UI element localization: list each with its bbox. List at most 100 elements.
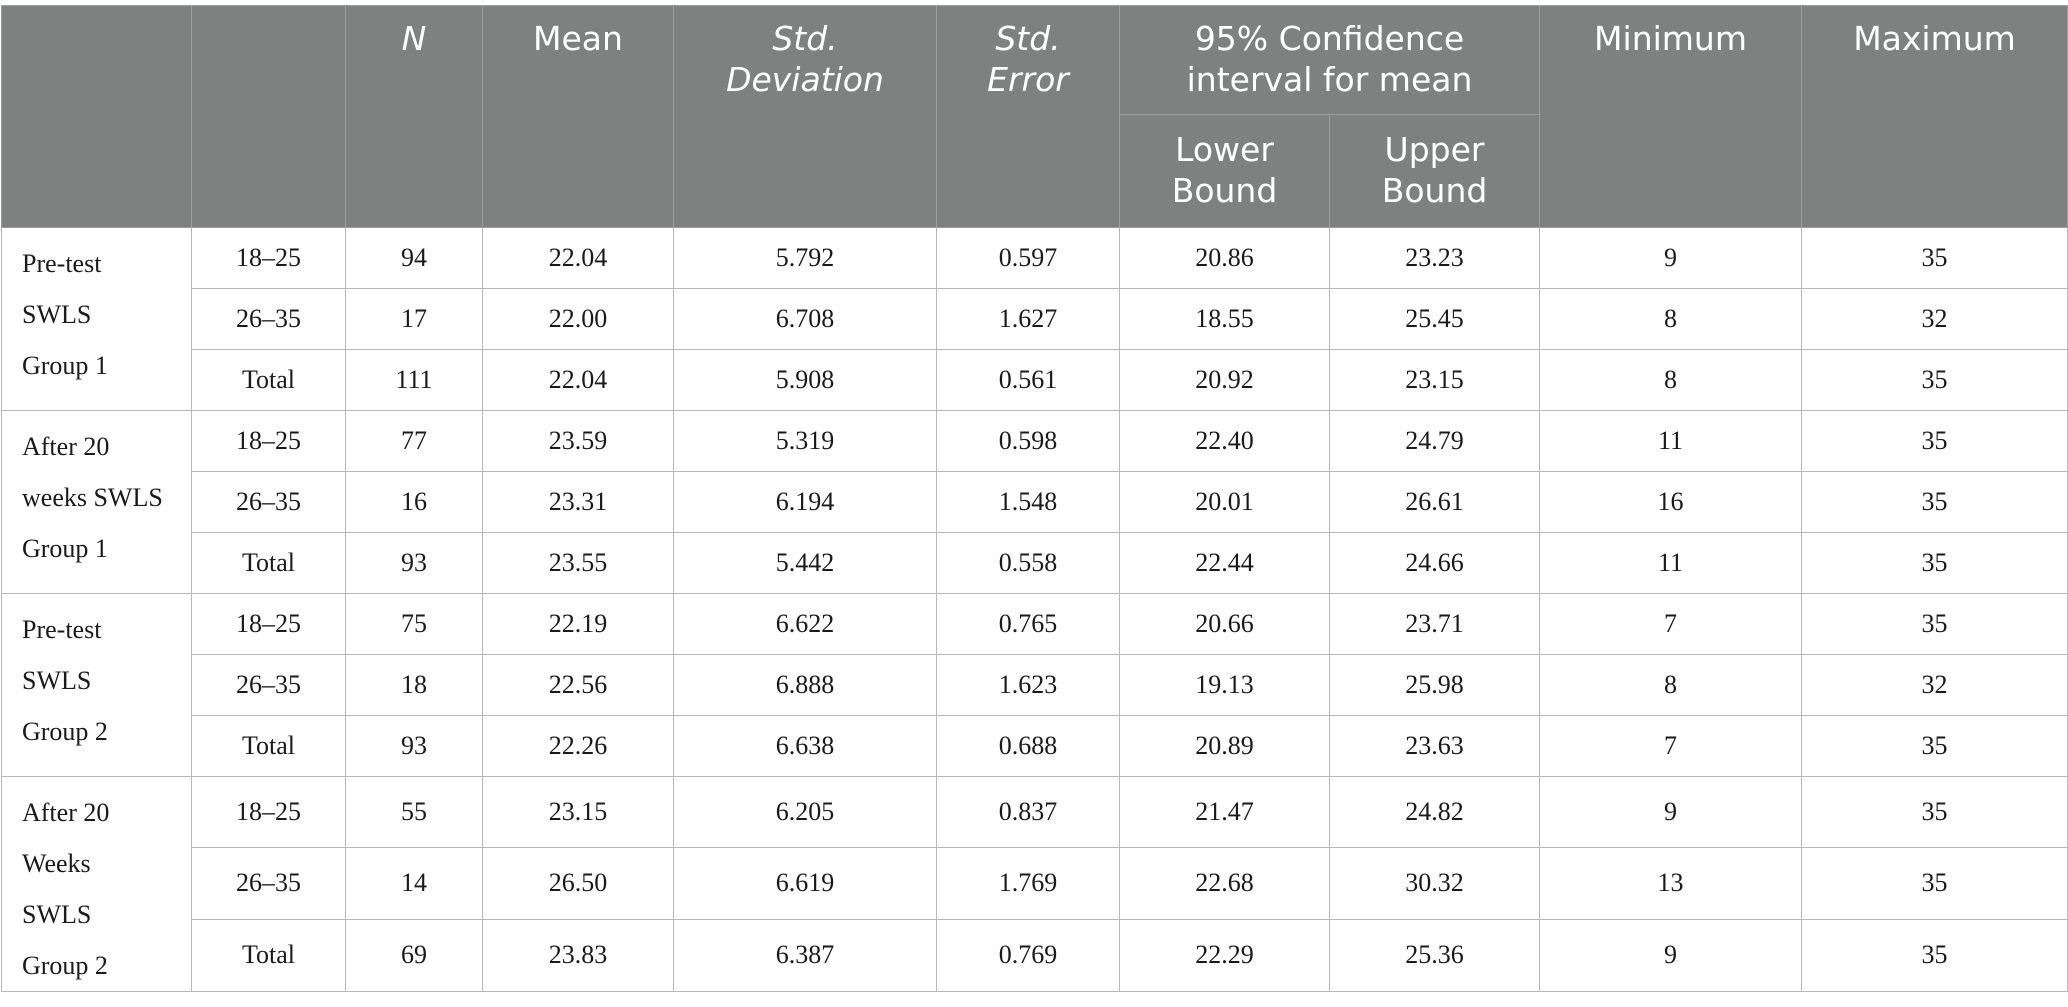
header-maximum: Maximum [1802,6,2068,228]
header-upper-line-1: Upper [1385,130,1485,169]
max-cell: 35 [1802,411,2068,472]
table-row: 26–35 16 23.31 6.194 1.548 20.01 26.61 1… [2,472,2068,533]
max-cell: 35 [1802,533,2068,594]
header-lower-line-2: Bound [1172,171,1278,210]
se-cell: 0.598 [937,411,1120,472]
header-upper-bound: Upper Bound [1330,115,1540,228]
min-cell: 8 [1540,655,1802,716]
sd-cell: 5.442 [674,533,937,594]
n-cell: 93 [346,533,483,594]
header-ci-line-2: interval for mean [1187,60,1473,99]
header-std-deviation-line-2: Deviation [726,60,884,99]
lower-cell: 22.29 [1120,919,1330,991]
age-cell: Total [192,350,346,411]
lower-cell: 22.68 [1120,848,1330,919]
upper-cell: 30.32 [1330,848,1540,919]
upper-cell: 25.98 [1330,655,1540,716]
table-row: Total 69 23.83 6.387 0.769 22.29 25.36 9… [2,919,2068,991]
se-cell: 0.769 [937,919,1120,991]
sd-cell: 5.908 [674,350,937,411]
table-row: Pre-test SWLS Group 2 18–25 75 22.19 6.6… [2,594,2068,655]
max-cell: 35 [1802,594,2068,655]
header-std-error-line-1: Std. [995,19,1060,58]
mean-cell: 22.04 [483,350,674,411]
n-cell: 77 [346,411,483,472]
sd-cell: 6.387 [674,919,937,991]
group-label-line: After 20 [22,421,183,472]
group-label: After 20 Weeks SWLS Group 2 [2,777,192,992]
upper-cell: 25.36 [1330,919,1540,991]
age-cell: Total [192,919,346,991]
header-lower-line-1: Lower [1175,130,1274,169]
group-label-line: weeks SWLS [22,472,183,523]
sd-cell: 6.619 [674,848,937,919]
mean-cell: 23.83 [483,919,674,991]
min-cell: 8 [1540,289,1802,350]
header-group-blank [2,6,192,228]
se-cell: 1.548 [937,472,1120,533]
age-cell: 18–25 [192,777,346,848]
group-label-line: SWLS [22,289,183,340]
min-cell: 16 [1540,472,1802,533]
max-cell: 35 [1802,350,2068,411]
min-cell: 8 [1540,350,1802,411]
n-cell: 94 [346,228,483,289]
group-label-line: Weeks [22,838,183,889]
min-cell: 9 [1540,777,1802,848]
mean-cell: 23.15 [483,777,674,848]
header-confidence-interval: 95% Confidence interval for mean [1120,6,1540,115]
se-cell: 0.688 [937,716,1120,777]
header-age-blank [192,6,346,228]
header-row-1: N Mean Std. Deviation Std. Error 95% Con… [2,6,2068,115]
max-cell: 35 [1802,716,2068,777]
max-cell: 35 [1802,848,2068,919]
mean-cell: 22.56 [483,655,674,716]
age-cell: Total [192,716,346,777]
se-cell: 0.561 [937,350,1120,411]
descriptive-statistics-table: N Mean Std. Deviation Std. Error 95% Con… [1,5,2068,992]
se-cell: 0.837 [937,777,1120,848]
n-cell: 18 [346,655,483,716]
lower-cell: 20.89 [1120,716,1330,777]
lower-cell: 19.13 [1120,655,1330,716]
upper-cell: 24.79 [1330,411,1540,472]
sd-cell: 6.888 [674,655,937,716]
n-cell: 69 [346,919,483,991]
min-cell: 13 [1540,848,1802,919]
header-mean: Mean [483,6,674,228]
group-label-line: Group 1 [22,523,183,574]
max-cell: 35 [1802,777,2068,848]
lower-cell: 22.40 [1120,411,1330,472]
upper-cell: 26.61 [1330,472,1540,533]
n-cell: 111 [346,350,483,411]
upper-cell: 23.15 [1330,350,1540,411]
group-label-line: After 20 [22,787,183,838]
sd-cell: 6.194 [674,472,937,533]
mean-cell: 23.59 [483,411,674,472]
age-cell: Total [192,533,346,594]
n-cell: 55 [346,777,483,848]
min-cell: 11 [1540,533,1802,594]
se-cell: 0.558 [937,533,1120,594]
table-row: 26–35 14 26.50 6.619 1.769 22.68 30.32 1… [2,848,2068,919]
header-std-error: Std. Error [937,6,1120,228]
upper-cell: 24.66 [1330,533,1540,594]
max-cell: 32 [1802,289,2068,350]
group-label: Pre-test SWLS Group 1 [2,228,192,411]
se-cell: 1.623 [937,655,1120,716]
mean-cell: 22.26 [483,716,674,777]
table-row: Pre-test SWLS Group 1 18–25 94 22.04 5.7… [2,228,2068,289]
se-cell: 0.597 [937,228,1120,289]
upper-cell: 24.82 [1330,777,1540,848]
table-row: After 20 weeks SWLS Group 1 18–25 77 23.… [2,411,2068,472]
lower-cell: 22.44 [1120,533,1330,594]
max-cell: 35 [1802,228,2068,289]
upper-cell: 23.23 [1330,228,1540,289]
age-cell: 26–35 [192,472,346,533]
header-minimum: Minimum [1540,6,1802,228]
age-cell: 18–25 [192,594,346,655]
table-row: After 20 Weeks SWLS Group 2 18–25 55 23.… [2,777,2068,848]
sd-cell: 6.708 [674,289,937,350]
se-cell: 1.627 [937,289,1120,350]
group-label-line: SWLS [22,655,183,706]
